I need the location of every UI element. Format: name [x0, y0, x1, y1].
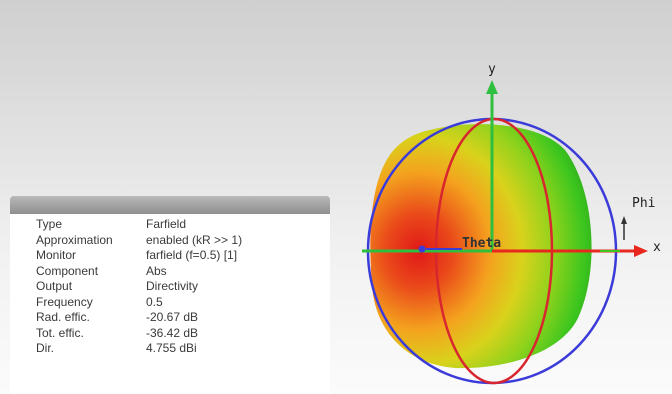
info-row: Approximation enabled (kR >> 1) — [36, 233, 330, 249]
info-key: Rad. effic. — [36, 310, 90, 324]
info-panel-header — [10, 196, 330, 214]
info-key: Frequency — [36, 294, 93, 309]
info-key: Monitor — [36, 248, 77, 262]
info-value: enabled (kR >> 1) — [146, 232, 243, 247]
info-row: Frequency 0.5 — [36, 295, 330, 311]
phi-direction-arrowhead — [621, 216, 627, 224]
x-axis-label: x — [653, 240, 661, 255]
info-row: Rad. effic. -20.67 dB — [36, 310, 330, 326]
info-key: Tot. effic. — [36, 325, 84, 340]
x-axis-arrowhead — [634, 245, 648, 257]
info-value: -36.42 dB — [146, 325, 199, 340]
info-row: Dir. 4.755 dBi — [36, 341, 330, 357]
info-row: Monitor farfield (f=0.5) [1] — [36, 248, 330, 264]
info-row: Type Farfield — [36, 217, 330, 233]
info-rows: Type Farfield Approximation enabled (kR >> … — [10, 214, 330, 357]
info-key: Component — [36, 263, 99, 278]
info-key: Approximation — [36, 232, 113, 247]
info-row: Tot. effic. -36.42 dB — [36, 326, 330, 342]
info-row: Component Abs — [36, 264, 330, 280]
y-axis-label: y — [488, 62, 496, 77]
info-value: farfield (f=0.5) [1] — [146, 248, 238, 262]
farfield-info-panel: Type Farfield Approximation enabled (kR >> … — [10, 196, 330, 394]
info-value: Abs — [146, 263, 167, 278]
info-value: 4.755 dBi — [146, 341, 197, 355]
origin-marker — [418, 245, 426, 253]
theta-axis-label: Theta — [462, 236, 502, 251]
info-value: Directivity — [146, 279, 199, 293]
info-key: Dir. — [36, 341, 54, 355]
phi-axis-label: Phi — [632, 196, 656, 211]
info-key: Type — [36, 217, 63, 231]
info-value: 0.5 — [146, 294, 163, 309]
radiation-pattern-surface — [370, 124, 592, 369]
info-value: -20.67 dB — [146, 310, 199, 324]
y-axis-arrowhead — [486, 80, 498, 94]
info-key: Output — [36, 279, 73, 293]
info-value: Farfield — [146, 217, 187, 231]
info-row: Output Directivity — [36, 279, 330, 295]
